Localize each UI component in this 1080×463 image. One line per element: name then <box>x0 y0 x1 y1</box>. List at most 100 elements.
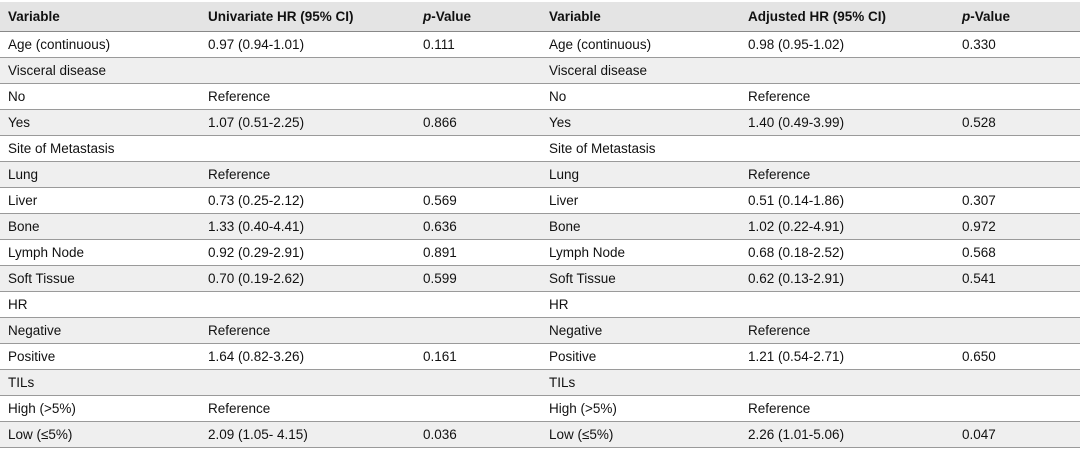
table-cell <box>954 317 1080 344</box>
table-row: High (>5%) Reference High (>5%) Reference <box>0 395 1080 422</box>
table-cell: 1.33 (0.40-4.41) <box>200 213 415 240</box>
header-cell: Variable <box>541 2 740 32</box>
table-cell: Reference <box>740 395 954 422</box>
table-cell: 0.307 <box>954 187 1080 214</box>
cell-text: 0.866 <box>423 115 457 130</box>
cell-text: 0.528 <box>962 115 996 130</box>
table-cell: TILs <box>541 369 740 396</box>
cell-text: Yes <box>8 115 31 130</box>
cell-text: 0.036 <box>423 427 457 442</box>
cell-text: TILs <box>8 375 35 390</box>
table-cell: Reference <box>740 161 954 188</box>
table-cell: 0.866 <box>415 109 541 136</box>
cell-text: Positive <box>8 349 56 364</box>
table-cell: High (>5%) <box>541 395 740 422</box>
cell-text: 0.98 (0.95-1.02) <box>748 37 845 52</box>
cell-text: 0.111 <box>423 37 455 52</box>
cell-text: 0.972 <box>962 219 996 234</box>
table-row: No Reference No Reference <box>0 83 1080 110</box>
table-body: Age (continuous) 0.97 (0.94-1.01) 0.111 Age… <box>0 31 1080 448</box>
header-text: -Value <box>431 9 472 24</box>
table-cell: High (>5%) <box>0 395 200 422</box>
table-cell: 0.68 (0.18-2.52) <box>740 239 954 266</box>
table-header: Variable Univariate HR (95% CI) p-Value Var… <box>0 2 1080 32</box>
cell-text: 0.047 <box>962 427 996 442</box>
table-cell: 1.40 (0.49-3.99) <box>740 109 954 136</box>
table-cell <box>740 291 954 318</box>
cell-text: Negative <box>8 323 62 338</box>
table-cell: Negative <box>541 317 740 344</box>
table-cell <box>740 369 954 396</box>
cell-text: Age (continuous) <box>549 37 652 52</box>
cell-text: Soft Tissue <box>8 271 75 286</box>
table-cell: Negative <box>0 317 200 344</box>
cell-text: 0.307 <box>962 193 996 208</box>
cell-text: No <box>8 89 26 104</box>
table-cell: 1.64 (0.82-3.26) <box>200 343 415 370</box>
cell-text: Lung <box>549 167 580 182</box>
table-cell <box>415 57 541 84</box>
table-cell: Soft Tissue <box>541 265 740 292</box>
cell-text: 0.92 (0.29-2.91) <box>208 245 305 260</box>
cell-text: Reference <box>748 323 811 338</box>
table-cell: 0.569 <box>415 187 541 214</box>
table-cell: Yes <box>0 109 200 136</box>
cell-text: Reference <box>208 401 271 416</box>
cell-text: Lung <box>8 167 39 182</box>
table-cell <box>415 291 541 318</box>
cell-text: No <box>549 89 567 104</box>
table-cell: 1.21 (0.54-2.71) <box>740 343 954 370</box>
table-row: Bone 1.33 (0.40-4.41) 0.636 Bone 1.02 (0.22-… <box>0 213 1080 240</box>
table-cell: 0.70 (0.19-2.62) <box>200 265 415 292</box>
table-cell <box>415 83 541 110</box>
table-cell: 0.51 (0.14-1.86) <box>740 187 954 214</box>
cell-text: 0.541 <box>962 271 996 286</box>
table-cell: Positive <box>541 343 740 370</box>
table-cell: 0.568 <box>954 239 1080 266</box>
table-cell: HR <box>541 291 740 318</box>
cell-text: High (>5%) <box>549 401 617 416</box>
cell-text: Reference <box>208 323 271 338</box>
cell-text: HR <box>549 297 569 312</box>
table-cell: 0.97 (0.94-1.01) <box>200 31 415 58</box>
table-cell <box>954 57 1080 84</box>
header-cell: Variable <box>0 2 200 32</box>
cell-text: Bone <box>549 219 581 234</box>
table-cell: Bone <box>541 213 740 240</box>
cell-text: Reference <box>208 89 271 104</box>
table-cell: 0.161 <box>415 343 541 370</box>
table-row: Soft Tissue 0.70 (0.19-2.62) 0.599 Soft Tis… <box>0 265 1080 292</box>
cell-text: 1.21 (0.54-2.71) <box>748 349 845 364</box>
cell-text: Liver <box>8 193 38 208</box>
table-row: Site of Metastasis Site of Metastasis <box>0 135 1080 162</box>
cell-text: 1.33 (0.40-4.41) <box>208 219 305 234</box>
table-row: Visceral disease Visceral disease <box>0 57 1080 84</box>
table-cell <box>954 395 1080 422</box>
cell-text: 0.51 (0.14-1.86) <box>748 193 845 208</box>
table-cell: Site of Metastasis <box>0 135 200 162</box>
table-cell <box>415 135 541 162</box>
cell-text: Visceral disease <box>8 63 107 78</box>
cell-text: 1.02 (0.22-4.91) <box>748 219 845 234</box>
table-cell: Site of Metastasis <box>541 135 740 162</box>
table-cell: 0.98 (0.95-1.02) <box>740 31 954 58</box>
table-cell: Age (continuous) <box>0 31 200 58</box>
table-cell: 0.330 <box>954 31 1080 58</box>
cell-text: Bone <box>8 219 40 234</box>
table-cell <box>954 83 1080 110</box>
table-cell <box>415 395 541 422</box>
table-cell: 2.09 (1.05- 4.15) <box>200 421 415 448</box>
cell-text: Low (≤5%) <box>8 427 73 442</box>
header-italic: p <box>962 9 971 24</box>
table-cell: Yes <box>541 109 740 136</box>
table-cell <box>200 291 415 318</box>
cell-text: Negative <box>549 323 603 338</box>
cell-text: Low (≤5%) <box>549 427 614 442</box>
table-cell <box>200 135 415 162</box>
table-cell: Soft Tissue <box>0 265 200 292</box>
cell-text: 0.636 <box>423 219 457 234</box>
table-cell: 2.26 (1.01-5.06) <box>740 421 954 448</box>
cell-text: 0.161 <box>423 349 457 364</box>
cell-text: Reference <box>748 89 811 104</box>
cell-text: 0.568 <box>962 245 996 260</box>
